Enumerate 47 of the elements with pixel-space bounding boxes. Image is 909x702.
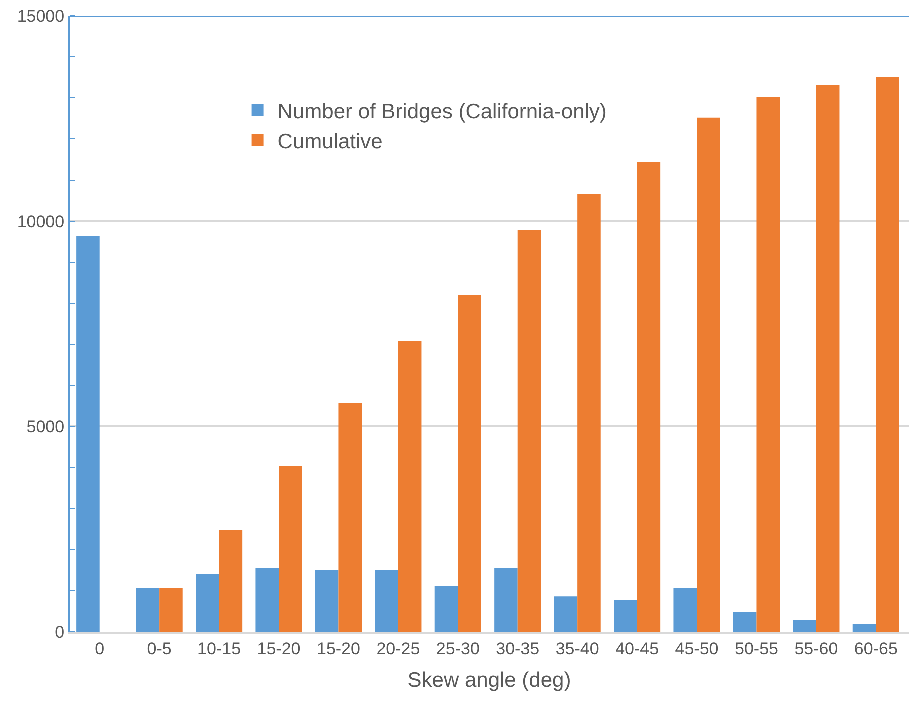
x-axis-title: Skew angle (deg) (408, 669, 572, 692)
x-tick-label: 40-45 (616, 639, 660, 658)
bar (160, 588, 183, 632)
x-tick-label: 25-30 (436, 639, 480, 658)
x-tick-label: 60-65 (854, 639, 898, 658)
bar (733, 612, 757, 632)
bar (279, 466, 302, 632)
bar (375, 570, 398, 632)
x-tick-label: 30-35 (496, 639, 540, 658)
x-tick-label: 45-50 (675, 639, 719, 658)
bar (434, 586, 458, 632)
bar (196, 574, 220, 632)
y-tick-label: 5000 (26, 418, 65, 437)
bar (518, 230, 542, 632)
bar (756, 97, 780, 632)
legend-label: Cumulative (278, 130, 383, 154)
bar (494, 568, 518, 632)
bar (614, 600, 638, 632)
y-tick-label: 15000 (17, 6, 65, 26)
bar (554, 596, 578, 632)
legend-label: Number of Bridges (California-only) (278, 100, 607, 124)
x-tick-label: 15-20 (316, 639, 360, 658)
bar (219, 530, 243, 632)
bar (852, 624, 876, 632)
x-tick-label: 0-5 (147, 639, 172, 658)
bar (578, 194, 601, 632)
bar (136, 588, 160, 632)
bar (458, 295, 482, 632)
y-tick-label: 10000 (17, 212, 65, 232)
bar (256, 568, 279, 632)
y-tick-label: 0 (55, 622, 65, 642)
x-tick-label: 15-20 (257, 639, 301, 658)
bar (315, 570, 339, 632)
bar (793, 620, 816, 632)
bar (398, 341, 422, 632)
bar (816, 85, 840, 632)
bar (876, 77, 900, 632)
x-tick-label: 20-25 (376, 639, 420, 658)
x-tick-label: 10-15 (198, 639, 242, 658)
x-tick-label: 35-40 (556, 639, 600, 658)
bar (637, 162, 661, 632)
bar (674, 588, 698, 632)
bar (697, 118, 720, 632)
bar (338, 403, 362, 632)
x-tick-label: 0 (95, 639, 105, 658)
x-tick-label: 55-60 (794, 639, 838, 658)
x-tick-label: 50-55 (734, 639, 778, 658)
